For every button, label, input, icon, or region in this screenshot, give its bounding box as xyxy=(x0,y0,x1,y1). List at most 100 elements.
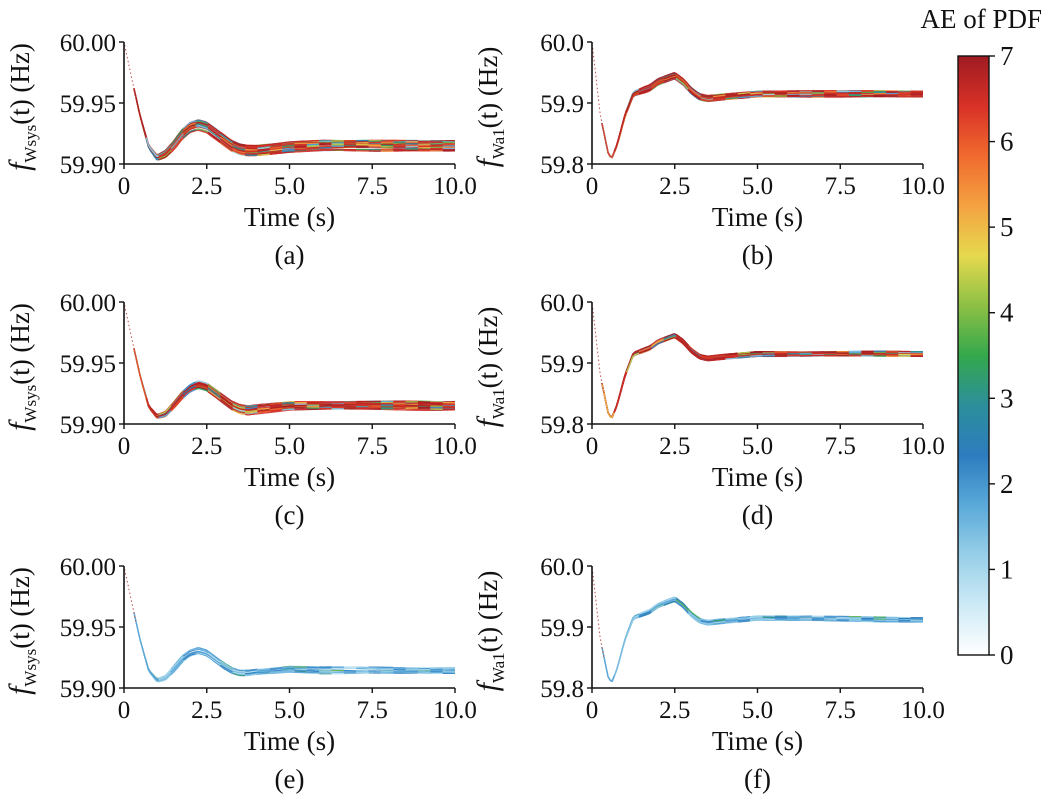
trace-segment xyxy=(700,354,714,357)
trace-segment xyxy=(750,351,763,354)
trace-segment xyxy=(725,97,738,100)
trace-segment xyxy=(257,409,270,413)
trace-segment xyxy=(133,88,147,138)
trace-segment xyxy=(737,353,751,356)
trace-segment xyxy=(232,671,246,675)
trace-segment xyxy=(737,618,751,622)
trace-segment xyxy=(750,92,763,95)
trace-segment xyxy=(319,149,332,152)
x-tick-label: 5.0 xyxy=(274,173,305,200)
trace-group xyxy=(601,333,923,419)
trace-segment xyxy=(650,602,664,611)
trace-segment xyxy=(675,335,689,348)
trace-segment xyxy=(626,613,640,635)
trace-segment xyxy=(182,651,196,659)
colorbar-ticks: 0 1 2 3 4 5 6 7 xyxy=(989,41,1014,670)
trace-segment xyxy=(145,661,159,681)
trace-segment xyxy=(601,646,615,682)
trace-segment xyxy=(257,411,270,415)
trace-segment xyxy=(195,129,209,135)
trace-segment xyxy=(725,618,738,621)
trace-segment xyxy=(282,406,295,410)
trace-segment xyxy=(737,354,751,357)
trace-segment xyxy=(220,395,234,406)
trace-segment xyxy=(158,146,172,157)
trace-segment xyxy=(613,372,628,413)
trace-segment xyxy=(713,98,726,102)
trace-segment xyxy=(638,607,652,615)
trace-segment xyxy=(737,620,751,623)
x-tick-label: 0 xyxy=(118,697,131,724)
y-tick-label: 59.95 xyxy=(60,91,116,118)
trace-segment xyxy=(750,95,763,98)
trace-segment xyxy=(158,671,172,681)
trace-segment xyxy=(725,353,738,356)
trace-segment xyxy=(269,142,283,146)
trace-segment xyxy=(294,145,307,148)
trace-segment xyxy=(220,660,233,670)
trace-segment xyxy=(182,126,196,135)
trace-segment xyxy=(195,120,209,126)
trace-segment xyxy=(713,622,726,626)
trace-segment xyxy=(269,152,283,155)
y-tick-label: 60.00 xyxy=(60,290,116,317)
x-tick-label: 10.0 xyxy=(433,173,477,200)
trace-segment xyxy=(145,137,159,158)
trace-segment xyxy=(638,344,652,351)
trace-segment xyxy=(294,148,307,151)
trace-segment xyxy=(282,403,295,407)
trace-segment xyxy=(675,76,689,89)
trace-segment xyxy=(725,621,738,624)
y-axis-label: fWa1(t) (Hz) xyxy=(471,47,508,168)
trace-segment xyxy=(158,408,172,418)
trace-segment xyxy=(650,604,664,613)
trace-segment xyxy=(687,609,701,620)
trace-segment xyxy=(220,400,234,410)
trace-segment xyxy=(133,612,147,662)
trace-segment xyxy=(687,608,701,620)
y-tick-label: 59.90 xyxy=(60,676,116,703)
trace-segment xyxy=(687,347,701,358)
trace-segment xyxy=(650,600,664,609)
x-axis-label: Time (s) xyxy=(244,462,335,492)
y-axis-label: fWa1(t) (Hz) xyxy=(471,571,508,692)
trace-segment xyxy=(220,659,233,669)
x-axis-label: Time (s) xyxy=(244,202,335,232)
trace-segment xyxy=(195,385,209,391)
trace-segment xyxy=(195,128,209,133)
trace-segment xyxy=(675,599,689,612)
trace-segment xyxy=(306,666,320,669)
x-tick-label: 5.0 xyxy=(274,697,305,724)
x-tick-label: 5.0 xyxy=(742,433,773,460)
trace-segment xyxy=(133,348,147,399)
trace-segment xyxy=(713,353,726,357)
trace-segment xyxy=(158,151,172,161)
trace-segment xyxy=(663,78,677,84)
trace-segment xyxy=(725,352,738,355)
trace-segment xyxy=(220,142,234,153)
trace-segment xyxy=(232,146,246,152)
trace-segment xyxy=(269,145,283,149)
trace-segment xyxy=(257,153,270,156)
trace-segment xyxy=(232,149,246,155)
colorbar-bar xyxy=(957,55,990,656)
trace-segment xyxy=(601,122,615,158)
trace-segment xyxy=(282,409,295,412)
y-label-tail: (t) (Hz) xyxy=(5,43,35,125)
y-tick-label: 59.8 xyxy=(540,412,584,439)
trace-segment xyxy=(700,622,714,626)
trace-segment xyxy=(257,672,270,675)
trace-segment xyxy=(750,355,763,358)
trace-segment xyxy=(750,351,763,353)
x-tick-label: 5.0 xyxy=(742,697,773,724)
trace-segment xyxy=(232,141,246,147)
y-tick-label: 59.9 xyxy=(540,91,584,118)
trace-segment xyxy=(306,140,320,143)
trace-segment xyxy=(713,94,726,98)
trace-segment xyxy=(700,356,714,360)
trace-segment xyxy=(195,387,209,393)
trace-segment xyxy=(232,673,246,677)
trace-segment xyxy=(725,357,738,360)
trace-segment xyxy=(713,356,726,360)
